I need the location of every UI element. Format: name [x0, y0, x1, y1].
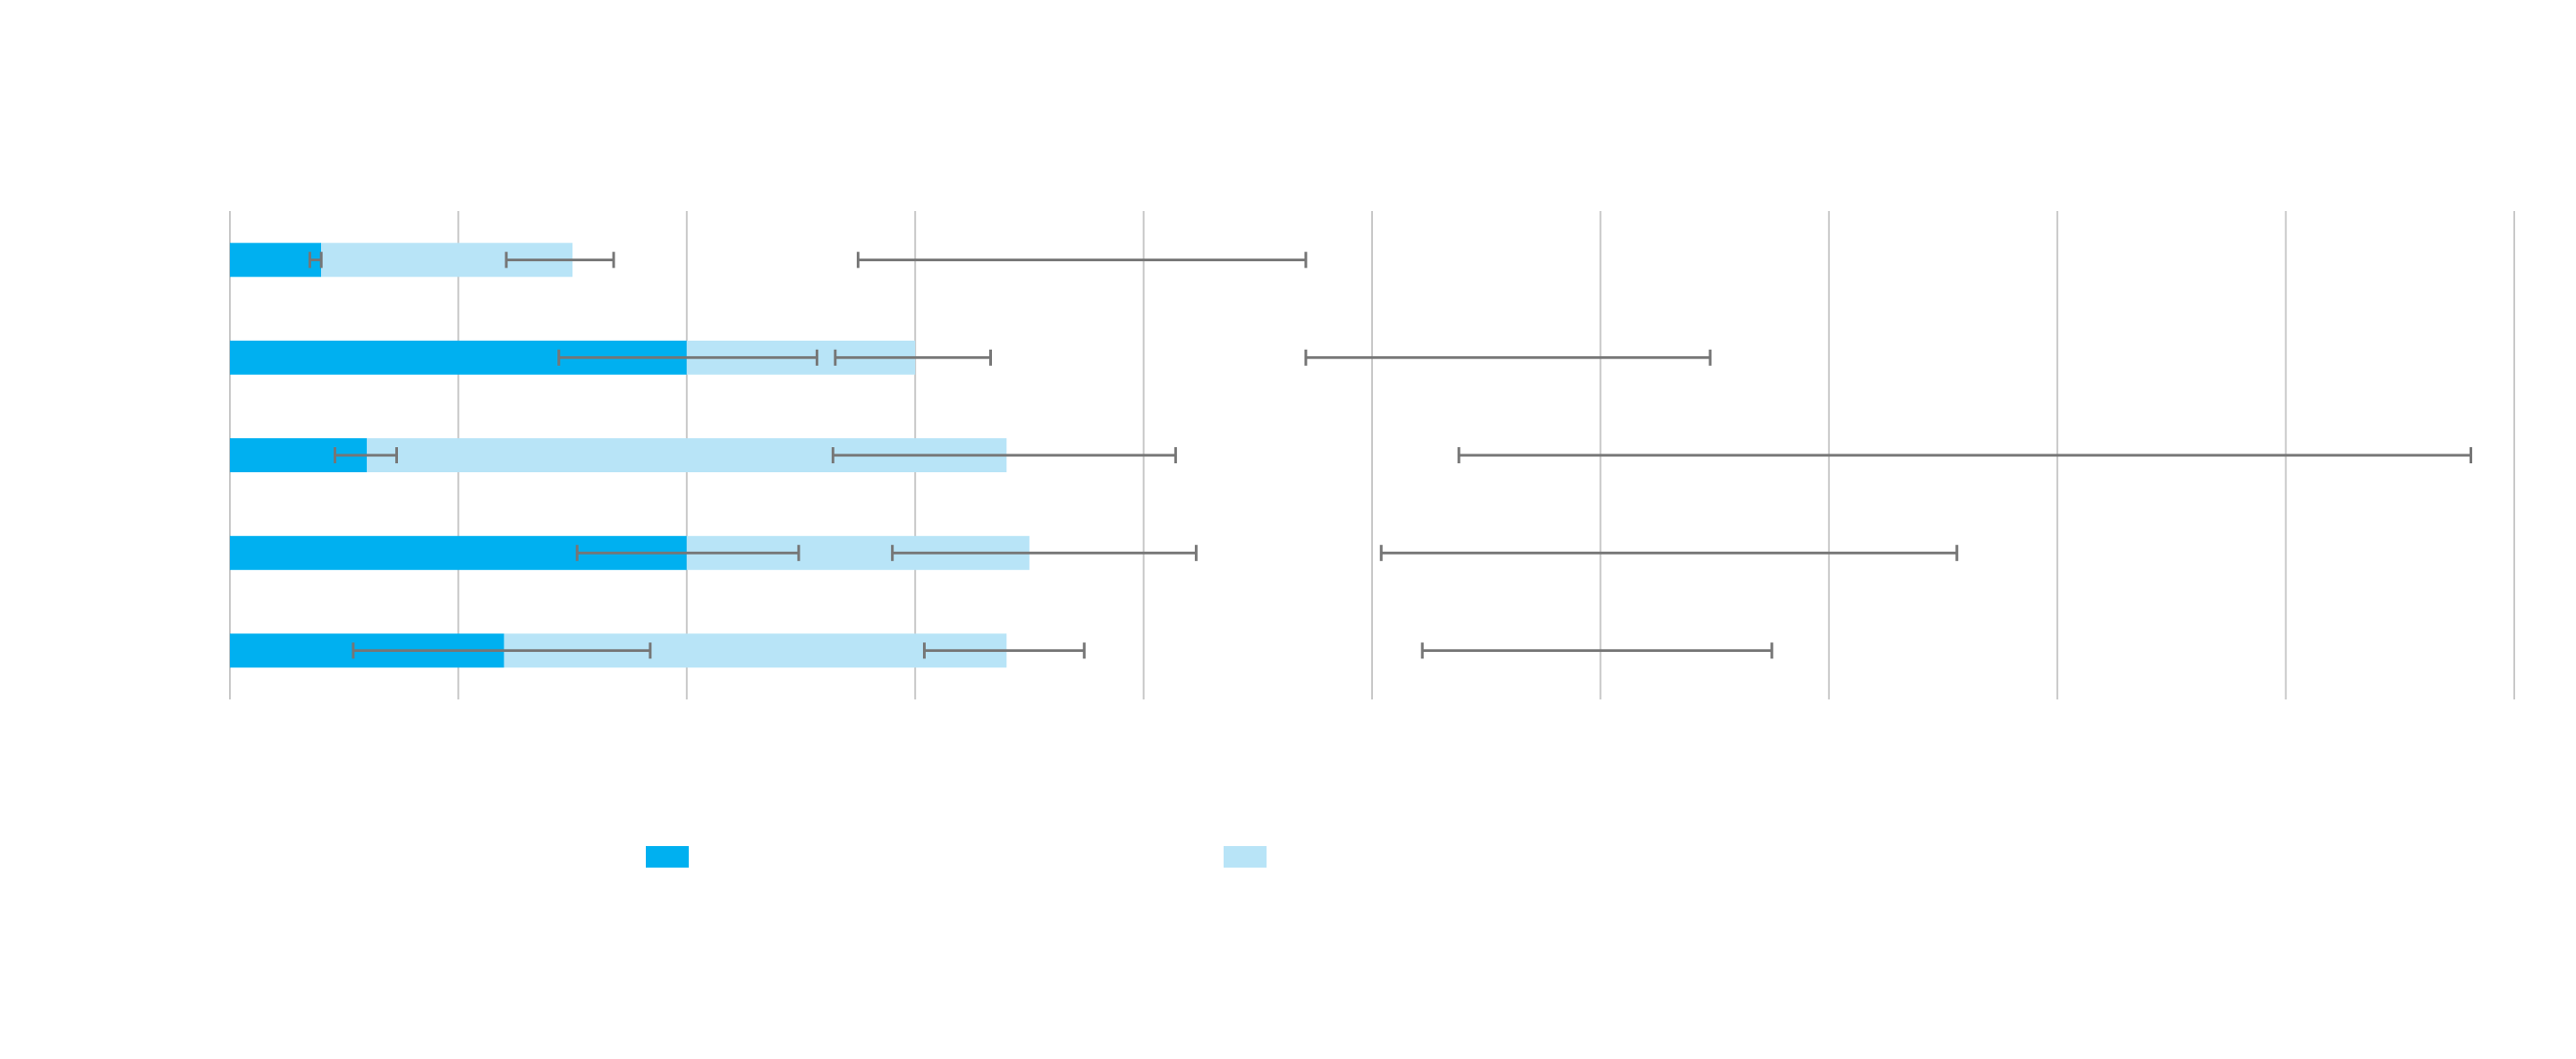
error-bar-series-1-row-4 [575, 545, 801, 562]
error-bar-series-2-row-2 [834, 349, 992, 366]
error-bar-series-2-row-4 [891, 545, 1198, 562]
error-bar-extra-row-1 [856, 251, 1308, 268]
legend-swatch-series-1 [646, 846, 689, 868]
error-bar-series-1-row-3 [333, 447, 398, 463]
legend [646, 846, 1267, 868]
error-bar-series-2-row-5 [922, 642, 1086, 659]
bars [230, 242, 1030, 668]
error-bar-series-2-row-3 [831, 447, 1177, 463]
error-bar-extra-row-2 [1304, 349, 1712, 366]
error-bars [308, 251, 2472, 659]
legend-swatch-series-2 [1224, 846, 1267, 868]
bar-series-1-row-1 [230, 242, 322, 277]
error-bar-series-1-row-2 [557, 349, 818, 366]
error-bar-series-1-row-5 [352, 642, 652, 659]
error-bar-extra-row-3 [1457, 447, 2472, 463]
error-bar-extra-row-4 [1379, 545, 1959, 562]
error-bar-series-2-row-1 [504, 251, 615, 268]
error-bar-extra-row-5 [1420, 642, 1774, 659]
error-bar-series-1-row-1 [308, 251, 323, 268]
